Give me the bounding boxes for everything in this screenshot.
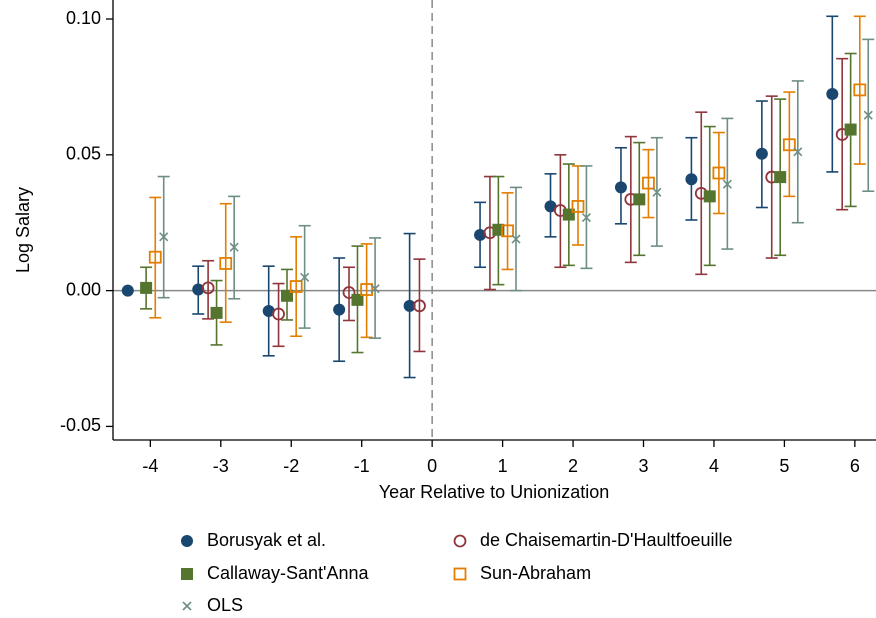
point xyxy=(229,242,239,252)
x-tick-label: 3 xyxy=(638,456,648,476)
point xyxy=(413,299,426,313)
legend-marker xyxy=(181,535,193,547)
y-tick-label: 0.05 xyxy=(66,144,101,164)
point xyxy=(159,232,169,242)
x-tick-label: -1 xyxy=(354,456,370,476)
legend-label: Borusyak et al. xyxy=(207,530,326,550)
legend-marker xyxy=(453,534,467,548)
point xyxy=(652,187,662,197)
legend-marker xyxy=(181,568,193,580)
point xyxy=(614,181,627,194)
point xyxy=(201,281,215,295)
point xyxy=(703,190,716,203)
point xyxy=(121,284,134,297)
y-tick-label: -0.05 xyxy=(60,415,101,435)
point xyxy=(403,299,416,312)
point xyxy=(793,147,803,157)
point xyxy=(474,228,487,241)
x-tick-label: 5 xyxy=(779,456,789,476)
point xyxy=(262,304,275,317)
legend-label: Sun-Abraham xyxy=(480,563,591,583)
y-tick-label: 0.00 xyxy=(66,279,101,299)
point xyxy=(272,307,285,321)
point xyxy=(722,179,732,189)
point xyxy=(853,83,867,97)
x-tick-label: 1 xyxy=(498,456,508,476)
point xyxy=(642,176,655,190)
point xyxy=(333,303,346,316)
point xyxy=(501,224,514,238)
point xyxy=(140,281,153,294)
point xyxy=(633,193,646,206)
x-tick-label: 0 xyxy=(427,456,437,476)
point xyxy=(685,173,698,186)
legend-label: OLS xyxy=(207,595,243,615)
point xyxy=(210,306,223,319)
x-tick-label: 4 xyxy=(709,456,719,476)
x-axis-label: Year Relative to Unionization xyxy=(379,482,609,502)
point xyxy=(581,212,592,223)
x-tick-label: -2 xyxy=(283,456,299,476)
y-axis-label: Log Salary xyxy=(13,187,33,273)
point xyxy=(844,123,857,136)
point xyxy=(370,284,380,294)
legend-marker xyxy=(453,567,467,581)
point xyxy=(219,257,233,270)
point xyxy=(826,87,839,100)
legend-marker xyxy=(182,601,192,611)
point xyxy=(148,250,162,264)
x-tick-label: -3 xyxy=(213,456,229,476)
y-tick-label: 0.10 xyxy=(66,8,101,28)
legend-label: de Chaisemartin-D'Haultfoeuille xyxy=(480,530,733,550)
point xyxy=(289,280,303,293)
legend-label: Callaway-Sant'Anna xyxy=(207,563,370,583)
point xyxy=(342,286,356,299)
x-tick-label: 2 xyxy=(568,456,578,476)
point xyxy=(755,147,768,160)
point xyxy=(351,293,364,306)
point xyxy=(571,200,585,213)
point xyxy=(511,234,521,244)
point xyxy=(782,138,796,152)
point xyxy=(544,200,557,213)
point xyxy=(192,283,205,296)
point xyxy=(712,166,726,180)
x-tick-label: 6 xyxy=(850,456,860,476)
point xyxy=(863,110,873,120)
point xyxy=(300,272,310,282)
point xyxy=(360,283,374,296)
x-tick-label: -4 xyxy=(142,456,158,476)
point xyxy=(774,171,787,184)
